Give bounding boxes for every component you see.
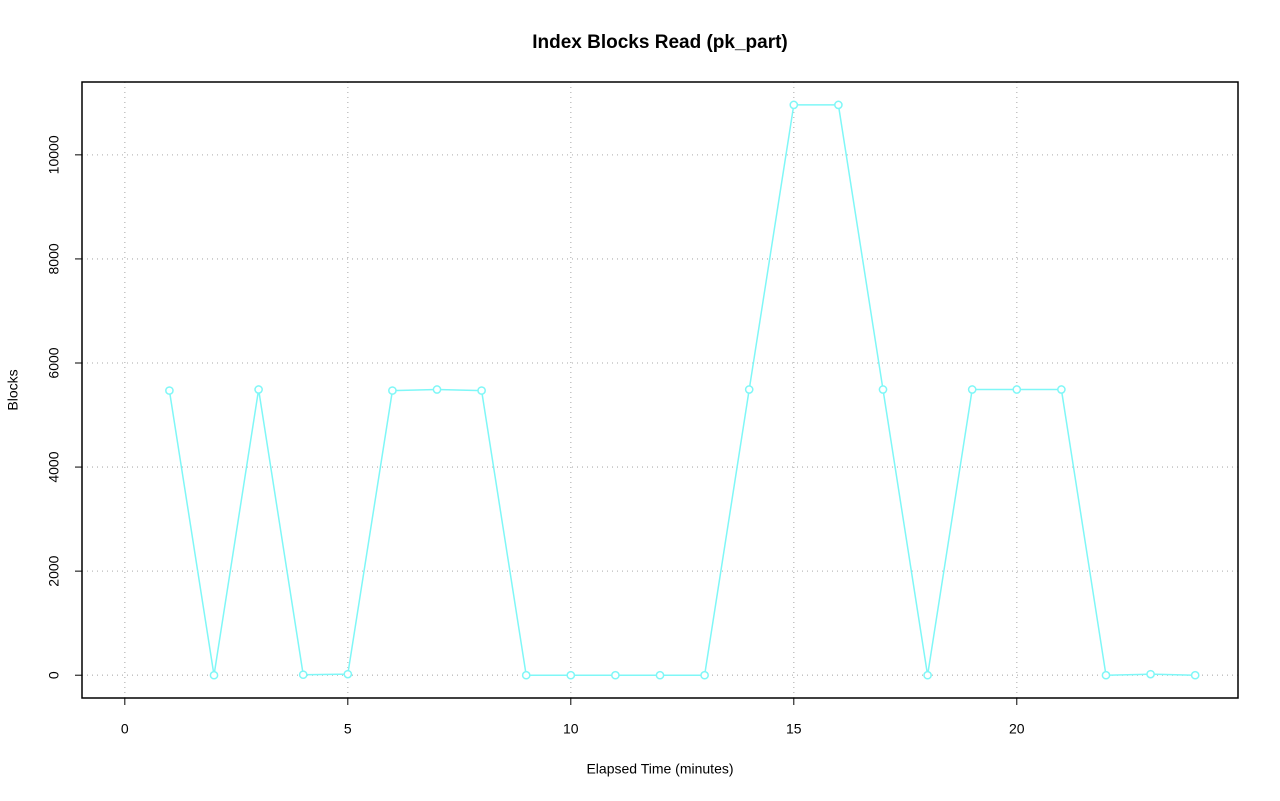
y-tick-label: 6000	[46, 347, 62, 378]
series-line	[168, 104, 1196, 676]
data-point	[388, 386, 397, 395]
chart-title: Index Blocks Read (pk_part)	[532, 32, 788, 53]
data-point	[477, 386, 486, 395]
data-point	[566, 670, 576, 680]
data-point	[1190, 670, 1200, 680]
plot-marks	[165, 100, 1200, 680]
data-point	[611, 670, 620, 680]
y-tick-label: 0	[46, 671, 62, 679]
data-point	[165, 386, 174, 395]
y-tick-label: 4000	[46, 451, 62, 482]
x-tick-label: 10	[563, 721, 579, 737]
data-point	[967, 385, 977, 394]
data-point	[209, 670, 219, 680]
data-point	[254, 385, 263, 394]
data-point	[834, 100, 843, 110]
data-point	[789, 100, 799, 110]
data-point	[655, 670, 665, 680]
data-point	[923, 670, 932, 680]
data-point	[343, 669, 353, 679]
data-point	[1101, 670, 1111, 680]
x-tick-label: 0	[121, 721, 129, 737]
data-point	[700, 670, 709, 680]
data-point	[1012, 385, 1022, 394]
x-tick-label: 5	[344, 721, 352, 737]
data-point	[878, 385, 888, 394]
data-point	[1146, 669, 1155, 679]
x-tick-label: 15	[786, 721, 802, 737]
x-axis-label: Elapsed Time (minutes)	[586, 761, 733, 777]
x-tick-label: 20	[1009, 721, 1025, 737]
data-point	[744, 385, 754, 394]
data-point	[432, 385, 442, 394]
data-point	[298, 670, 308, 680]
data-point	[521, 670, 531, 680]
y-tick-label: 10000	[46, 135, 62, 174]
y-tick-label: 2000	[46, 555, 62, 586]
y-tick-label: 8000	[46, 243, 62, 274]
y-axis-label: Blocks	[5, 369, 21, 410]
plot-frame	[81, 81, 1239, 699]
data-point	[1057, 385, 1066, 394]
